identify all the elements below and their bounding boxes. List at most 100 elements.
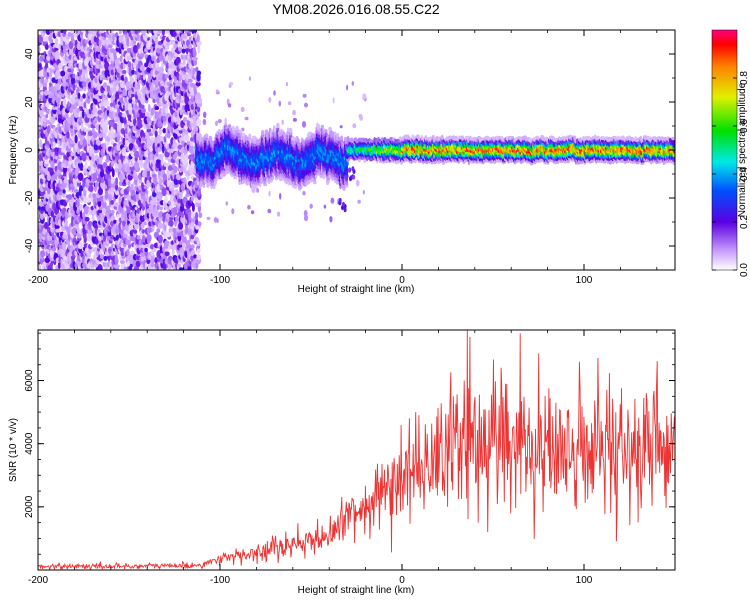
heatmap-cell xyxy=(80,46,84,52)
heatmap-cell xyxy=(79,111,83,117)
heatmap-cell xyxy=(133,175,140,181)
heatmap-cell xyxy=(118,30,122,35)
heatmap-cell xyxy=(229,82,234,86)
heatmap-cell xyxy=(190,244,195,249)
heatmap-cell xyxy=(164,251,170,257)
heatmap-cell xyxy=(68,159,73,165)
heatmap-cell xyxy=(150,249,154,257)
heatmap-cell xyxy=(325,129,328,133)
heatmap-cell xyxy=(261,129,265,136)
heatmap-cell xyxy=(56,84,61,91)
heatmap-cell xyxy=(38,263,42,270)
heatmap-cell xyxy=(192,46,196,54)
heatmap-cell xyxy=(292,118,297,122)
heatmap-cell xyxy=(60,30,64,34)
heatmap-cell xyxy=(110,209,115,215)
heatmap-cell xyxy=(162,115,167,122)
heatmap-cell xyxy=(55,228,61,233)
heatmap-cell xyxy=(240,106,245,113)
heatmap-cell xyxy=(42,120,48,128)
heatmap-cell xyxy=(117,107,121,114)
heatmap-cell xyxy=(138,143,143,148)
heatmap-cell xyxy=(292,109,296,116)
heatmap-cell xyxy=(100,253,105,260)
heatmap-cell xyxy=(107,44,113,49)
heatmap-cell xyxy=(38,34,44,44)
heatmap-cell xyxy=(110,251,115,257)
heatmap-cell xyxy=(133,229,138,234)
heatmap-cell xyxy=(117,133,120,143)
heatmap-cell xyxy=(142,30,146,37)
heatmap-cell xyxy=(137,119,143,128)
spectrogram-cells xyxy=(38,30,675,270)
heatmap-cell xyxy=(85,197,92,203)
heatmap-cell xyxy=(84,39,89,44)
heatmap-cell xyxy=(102,201,107,208)
heatmap-cell xyxy=(97,228,101,233)
heatmap-cell xyxy=(61,241,67,251)
heatmap-cell xyxy=(123,266,128,270)
heatmap-cell xyxy=(115,177,119,186)
heatmap-cell xyxy=(108,90,113,96)
heatmap-cell xyxy=(81,109,85,119)
heatmap-cell xyxy=(84,216,90,222)
heatmap-cell xyxy=(127,61,132,68)
heatmap-cell xyxy=(146,179,151,189)
heatmap-cell xyxy=(135,260,141,268)
heatmap-cell xyxy=(141,229,146,234)
heatmap-cell xyxy=(142,169,147,179)
heatmap-cell xyxy=(158,66,164,74)
heatmap-cell xyxy=(98,38,103,47)
heatmap-cell xyxy=(224,117,227,124)
heatmap-cell xyxy=(154,257,158,264)
heatmap-cell xyxy=(141,107,146,114)
heatmap-cell xyxy=(196,118,202,127)
heatmap-cell xyxy=(164,195,168,204)
heatmap-cell xyxy=(184,154,189,161)
heatmap-cell xyxy=(155,159,162,164)
heatmap-cell xyxy=(98,235,103,242)
heatmap-cell xyxy=(213,217,218,223)
heatmap-cell xyxy=(72,261,76,270)
heatmap-cell xyxy=(196,239,200,247)
heatmap-cell xyxy=(136,235,141,240)
heatmap-cell xyxy=(45,113,49,119)
heatmap-cell xyxy=(152,164,157,172)
heatmap-cell xyxy=(268,97,272,103)
heatmap-cell xyxy=(70,151,75,157)
heatmap-cell xyxy=(115,234,119,241)
heatmap-cell xyxy=(138,79,143,84)
heatmap-cell xyxy=(110,215,116,222)
heatmap-cell xyxy=(160,157,164,166)
heatmap-cell xyxy=(357,199,361,204)
heatmap-cell xyxy=(67,244,72,250)
heatmap-cell xyxy=(115,184,119,191)
heatmap-cell xyxy=(114,264,120,269)
heatmap-cell xyxy=(244,116,249,121)
heatmap-cell xyxy=(50,160,55,169)
heatmap-cell xyxy=(139,64,145,72)
heatmap-cell xyxy=(44,159,50,164)
heatmap-cell xyxy=(82,81,87,88)
heatmap-cell xyxy=(55,69,61,77)
heatmap-cell xyxy=(82,93,87,99)
heatmap-cell xyxy=(51,246,57,252)
heatmap-cell xyxy=(68,194,73,200)
heatmap-cell xyxy=(267,208,272,214)
heatmap-cell xyxy=(107,192,113,201)
heatmap-cell xyxy=(225,201,228,206)
heatmap-cell xyxy=(196,70,202,76)
heatmap-cell xyxy=(196,132,200,137)
heatmap-cell xyxy=(139,214,146,223)
heatmap-cell xyxy=(332,97,335,104)
heatmap-cell xyxy=(68,40,74,50)
heatmap-cell xyxy=(128,66,132,73)
heatmap-cell xyxy=(273,90,276,96)
heatmap-cell xyxy=(110,203,114,209)
heatmap-cell xyxy=(100,177,104,184)
heatmap-cell xyxy=(72,83,76,91)
heatmap-cell xyxy=(99,30,105,33)
heatmap-cell xyxy=(146,234,152,242)
heatmap-cell xyxy=(186,239,191,246)
